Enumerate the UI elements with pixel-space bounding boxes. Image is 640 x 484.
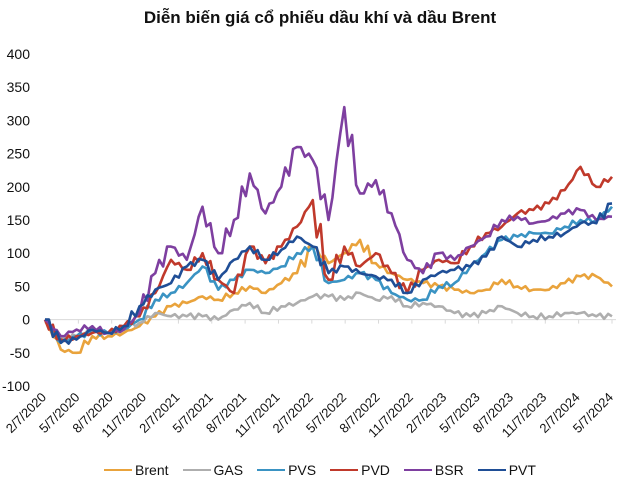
legend-label: BSR (434, 462, 464, 478)
y-tick-label: 300 (7, 112, 31, 128)
y-tick-label: 200 (7, 179, 31, 195)
legend-item-pvs: PVS (257, 462, 316, 478)
y-tick-label: 100 (7, 245, 31, 261)
chart-title: Diễn biến giá cổ phiếu dầu khí và dầu Br… (143, 8, 497, 27)
y-tick-label: -100 (2, 378, 30, 394)
legend-label: PVS (288, 462, 317, 478)
series-line-pvs (43, 205, 614, 345)
series-line-brent (43, 238, 613, 355)
series-line-gas (45, 291, 613, 342)
legend-label: PVD (361, 462, 390, 478)
y-tick-label: 150 (7, 212, 31, 228)
y-axis-labels: 400 350 300 250 200 150 100 50 0 -50 -100 (2, 46, 30, 394)
legend-label: PVT (508, 462, 536, 478)
y-tick-label: -50 (10, 345, 30, 361)
legend: Brent GAS PVS PVD BSR PVT (0, 462, 640, 478)
legend-item-bsr: BSR (403, 462, 464, 478)
legend-swatch (403, 469, 432, 471)
y-tick-label: 350 (7, 79, 31, 95)
series-line-bsr (44, 105, 613, 338)
series-line-pvt (45, 202, 613, 345)
legend-swatch (257, 469, 286, 471)
legend-swatch (477, 469, 506, 471)
legend-item-pvt: PVT (477, 462, 536, 478)
legend-label: Brent (135, 462, 169, 478)
y-tick-label: 250 (7, 146, 31, 162)
series-lines (43, 105, 614, 355)
legend-item-pvd: PVD (330, 462, 390, 478)
legend-swatch (104, 469, 133, 471)
y-tick-label: 0 (22, 312, 30, 328)
y-tick-label: 50 (14, 278, 30, 294)
legend-swatch (182, 469, 211, 471)
legend-item-gas: GAS (182, 462, 244, 478)
series-line-pvd (43, 165, 614, 343)
legend-label: GAS (213, 462, 244, 478)
legend-swatch (330, 469, 359, 471)
y-tick-label: 400 (7, 46, 31, 62)
legend-item-brent: Brent (104, 462, 169, 478)
